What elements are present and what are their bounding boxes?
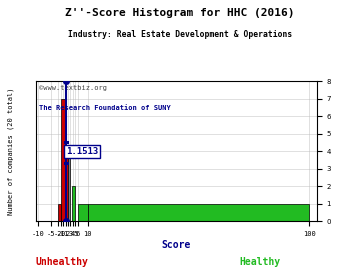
Text: Unhealthy: Unhealthy (36, 256, 89, 266)
Text: 1.1513: 1.1513 (66, 147, 98, 156)
Bar (66, 151, 68, 221)
Bar (88, 204, 309, 221)
Text: The Research Foundation of SUNY: The Research Foundation of SUNY (39, 105, 171, 111)
Text: Industry: Real Estate Development & Operations: Industry: Real Estate Development & Oper… (68, 30, 292, 39)
Text: Z''-Score Histogram for HHC (2016): Z''-Score Histogram for HHC (2016) (65, 8, 295, 18)
Bar (68, 151, 71, 221)
Bar (78, 204, 88, 221)
Text: ©www.textbiz.org: ©www.textbiz.org (39, 85, 107, 91)
Text: Number of companies (20 total): Number of companies (20 total) (8, 87, 14, 215)
Bar (58, 204, 60, 221)
Bar (60, 99, 66, 221)
X-axis label: Score: Score (162, 240, 191, 250)
Text: Healthy: Healthy (240, 256, 281, 266)
Bar (72, 186, 75, 221)
